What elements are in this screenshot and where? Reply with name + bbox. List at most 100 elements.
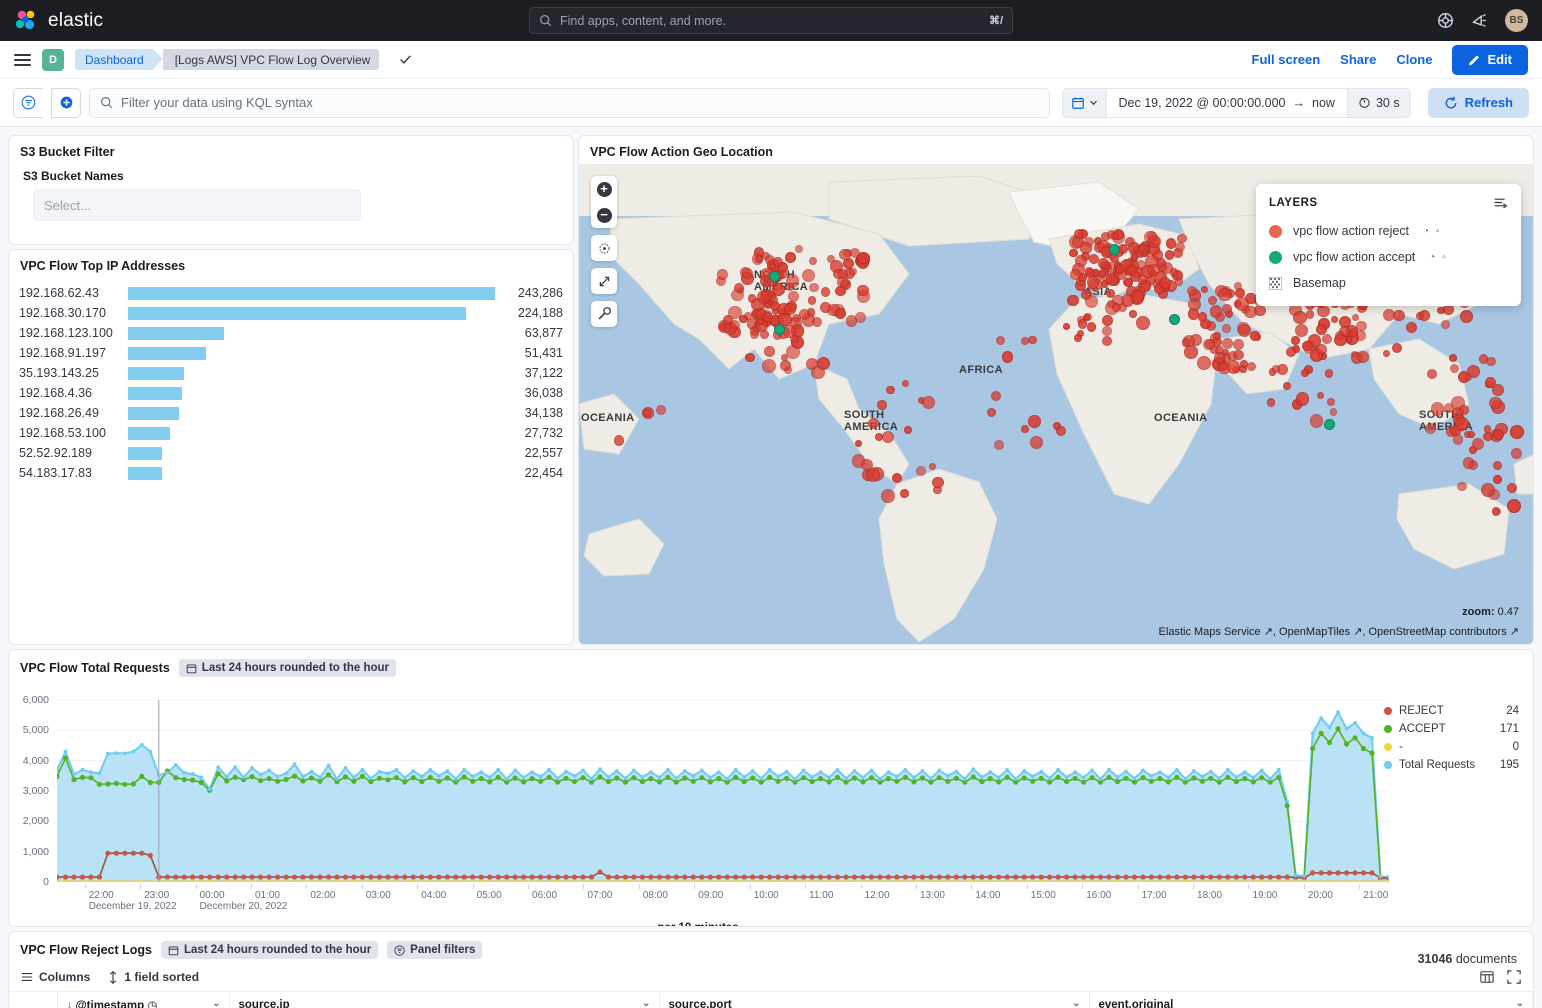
kql-search-input[interactable]: Filter your data using KQL syntax [89,87,1050,118]
map-point-reject[interactable] [866,468,880,482]
map-point-reject[interactable] [1481,482,1496,497]
map-point-reject[interactable] [642,409,651,418]
map-point-reject[interactable] [801,269,815,283]
map-point-reject[interactable] [1158,277,1171,290]
zoom-out-icon[interactable]: − [591,202,617,228]
map-point-reject[interactable] [1213,332,1221,341]
map-point-reject[interactable] [1450,363,1460,374]
reject-logs-time-tag[interactable]: Last 24 hours rounded to the hour [160,941,379,959]
map-point-reject[interactable] [779,359,791,372]
s3-bucket-select[interactable]: Select... [33,189,361,221]
map-point-reject[interactable] [722,314,733,325]
layer-item-accept[interactable]: vpc flow action accept ◔ ▫ [1256,244,1521,270]
map-point-reject[interactable] [1493,475,1503,484]
map-point-reject[interactable] [819,301,832,314]
map-point-reject[interactable] [1426,368,1438,380]
map-point-reject[interactable] [1463,430,1472,439]
map-point-reject[interactable] [1080,242,1092,254]
timeseries-time-tag[interactable]: Last 24 hours rounded to the hour [178,659,396,677]
layers-collapse-icon[interactable] [1493,196,1508,209]
map-point-reject[interactable] [1020,336,1029,345]
reject-logs-panel-filters-tag[interactable]: Panel filters [387,941,483,959]
chevron-down-icon[interactable]: ⌄ [642,998,651,1008]
map-point-reject[interactable] [745,352,755,363]
map-point-reject[interactable] [820,287,831,298]
share-button[interactable]: Share [1340,52,1377,67]
map-point-reject[interactable] [1110,232,1119,240]
map-point-reject[interactable] [1233,338,1245,350]
map-point-reject[interactable] [1028,415,1041,428]
map-point-reject[interactable] [1184,345,1198,360]
map-point-reject[interactable] [1266,398,1276,407]
map-point-reject[interactable] [1382,350,1390,358]
map-attribution[interactable]: Elastic Maps Service ↗, OpenMapTiles ↗, … [1158,626,1519,638]
map-point-reject[interactable] [1218,287,1232,302]
map-point-reject[interactable] [1455,417,1469,431]
top-ip-row[interactable]: 192.168.4.36 36,038 [19,383,563,403]
map-point-reject[interactable] [1511,447,1523,460]
map-point-reject[interactable] [1291,336,1301,346]
map-point-reject[interactable] [1351,313,1360,321]
chevron-down-icon[interactable]: ⌄ [212,998,221,1008]
map-point-reject[interactable] [1101,232,1110,242]
legend-item[interactable]: REJECT 24 [1384,702,1519,720]
map-point-reject[interactable] [1020,425,1029,434]
map-point-reject[interactable] [1355,330,1366,341]
add-filter-icon[interactable] [51,87,81,118]
map-point-reject[interactable] [1237,323,1251,337]
map-point-reject[interactable] [1419,310,1430,321]
date-range-display[interactable]: Dec 19, 2022 @ 00:00:00.000 → now [1105,87,1347,118]
map-point-accept[interactable] [1169,314,1180,325]
map-point-reject[interactable] [881,430,895,444]
map-point-reject[interactable] [717,269,728,281]
layer-item-reject[interactable]: vpc flow action reject ◔ ▫ [1256,218,1521,244]
map-point-reject[interactable] [990,390,1001,401]
map-point-reject[interactable] [1028,335,1038,345]
map-point-reject[interactable] [856,284,869,297]
refresh-button[interactable]: Refresh [1427,87,1529,118]
map-point-reject[interactable] [1239,359,1249,369]
clone-button[interactable]: Clone [1396,52,1433,67]
map-point-reject[interactable] [1084,267,1093,276]
map-point-reject[interactable] [1329,408,1337,416]
refresh-interval-button[interactable]: 30 s [1346,87,1411,118]
map-point-reject[interactable] [1074,229,1085,240]
map-point-reject[interactable] [1491,384,1505,397]
map-point-reject[interactable] [1200,285,1209,294]
map-point-reject[interactable] [1330,315,1338,324]
map-point-reject[interactable] [742,267,754,279]
map-point-reject[interactable] [1457,481,1467,492]
map-point-reject[interactable] [1472,437,1485,450]
map-point-reject[interactable] [729,319,741,331]
map-point-reject[interactable] [764,346,775,358]
map-point-reject[interactable] [839,248,852,261]
elastic-brand[interactable]: elastic [14,8,103,33]
crosshair-icon[interactable] [591,235,617,261]
map-point-reject[interactable] [1315,343,1328,356]
map-point-reject[interactable] [785,274,800,289]
map-point-reject[interactable] [995,335,1005,345]
top-ip-row[interactable]: 192.168.91.197 51,431 [19,343,563,363]
map-point-reject[interactable] [1448,354,1457,363]
top-ip-row[interactable]: 52.52.92.189 22,557 [19,443,563,463]
chevron-down-icon[interactable]: ⌄ [1072,998,1081,1008]
map-point-reject[interactable] [1459,405,1469,415]
map-point-reject[interactable] [798,309,811,321]
map-point-reject[interactable] [1272,365,1280,373]
map-point-reject[interactable] [783,325,797,338]
map-point-reject[interactable] [1149,269,1157,277]
map-point-reject[interactable] [1074,334,1082,343]
map-point-reject[interactable] [787,291,799,303]
top-ip-row[interactable]: 35.193.143.25 37,122 [19,363,563,383]
legend-item[interactable]: Total Requests 195 [1384,756,1519,774]
map-point-reject[interactable] [811,316,822,327]
map-point-reject[interactable] [1302,341,1313,352]
map-point-reject[interactable] [1249,331,1260,341]
map-point-reject[interactable] [613,435,625,446]
top-ip-row[interactable]: 192.168.62.43 243,286 [19,283,563,303]
full-screen-button[interactable]: Full screen [1251,52,1321,67]
map-point-reject[interactable] [1254,304,1266,317]
map-point-reject[interactable] [1067,294,1079,307]
map-point-reject[interactable] [1207,295,1217,305]
map-point-reject[interactable] [1406,322,1418,334]
